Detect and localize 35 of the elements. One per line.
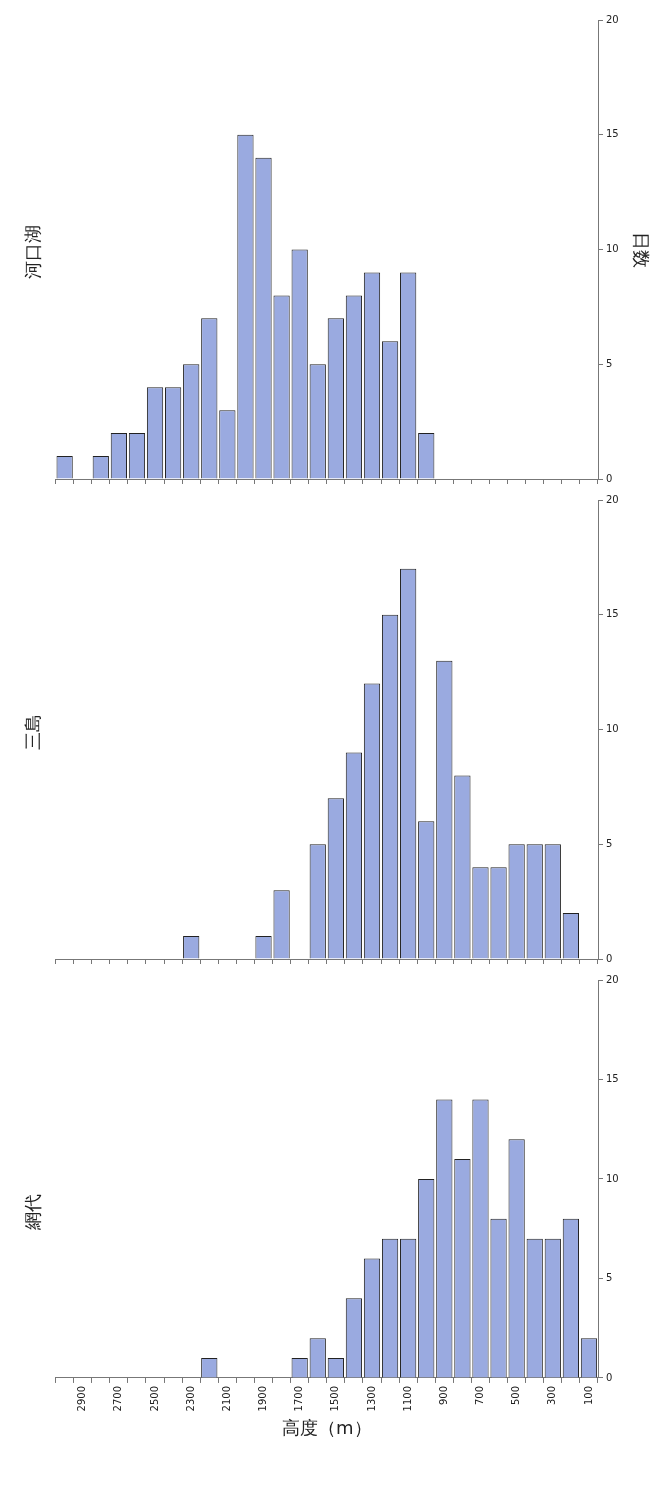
x-tick-label: 1900 [257, 1385, 269, 1412]
x-tick-label: 2500 [148, 1385, 160, 1412]
x-tick-label: 500 [510, 1385, 522, 1406]
y-tick-label: 10 [606, 1172, 619, 1184]
y-tick-label: 20 [606, 973, 619, 985]
y-tick-label: 15 [606, 1073, 619, 1085]
x-tick-label: 2300 [184, 1385, 196, 1412]
y-tick-label: 5 [606, 837, 613, 849]
x-tick-label: 1500 [329, 1385, 341, 1412]
x-tick-label: 1700 [293, 1385, 305, 1412]
x-tick-label: 900 [437, 1385, 449, 1406]
x-tick-label: 2700 [112, 1385, 124, 1412]
x-tick-label: 1300 [365, 1385, 377, 1412]
y-tick-label: 5 [606, 357, 613, 369]
y-tick-label: 20 [606, 493, 619, 505]
text: 河口湖 [22, 225, 44, 279]
x-tick-label: 300 [546, 1385, 558, 1406]
x-tick-label: 2100 [220, 1385, 232, 1412]
x-axis-title: 高度（m） [282, 1416, 372, 1438]
y-tick-label: 20 [606, 13, 619, 25]
x-tick-label: 2900 [76, 1385, 88, 1412]
y-tick-label: 15 [606, 608, 619, 620]
y-axis-title: 日数 [630, 231, 652, 268]
y-tick-label: 10 [606, 243, 619, 255]
y-tick-label: 15 [606, 128, 619, 140]
y-tick-label: 0 [606, 472, 613, 484]
y-tick-label: 10 [606, 723, 619, 735]
x-tick-label: 700 [474, 1385, 486, 1406]
text: 三島 [22, 714, 44, 750]
y-tick-label: 0 [606, 1371, 613, 1383]
y-tick-label: 0 [606, 952, 613, 964]
x-tick-label: 1100 [401, 1385, 413, 1412]
text: 網代 [22, 1194, 44, 1231]
y-tick-label: 5 [606, 1272, 613, 1284]
x-tick-label: 100 [582, 1385, 594, 1406]
